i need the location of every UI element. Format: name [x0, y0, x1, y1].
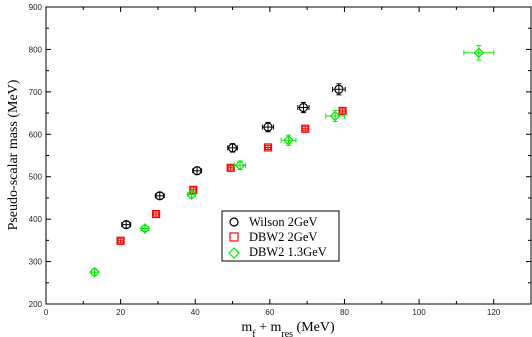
circle-marker: [121, 220, 131, 230]
data-point-wilson-2gev: [297, 101, 310, 114]
legend-label-dbw2-2gev: DBW2 2GeV: [249, 230, 317, 244]
legend-marker-dbw2-2gev: [229, 232, 239, 242]
square-marker: [263, 143, 273, 152]
data-point-dbw2-1-3gev: [186, 189, 197, 200]
data-point-dbw2-2gev: [301, 124, 310, 133]
axis-ticks: 0 20 40 60 80 100 120 200 300 400 500 600 700 800 900: [29, 3, 531, 317]
x-tick-label: 60: [265, 308, 274, 317]
diamond-marker: [186, 189, 197, 200]
data-point-dbw2-1-3gev: [89, 266, 100, 278]
legend-label-wilson-2gev: Wilson 2GeV: [249, 215, 318, 229]
data-point-dbw2-1-3gev: [463, 45, 495, 61]
y-tick-label: 500: [29, 173, 43, 182]
square-marker: [116, 236, 125, 245]
legend-marker-wilson-2gev: [229, 217, 239, 227]
data-point-dbw2-1-3gev: [139, 223, 151, 234]
circle-marker: [192, 166, 202, 176]
circle-marker: [263, 122, 273, 132]
y-tick-label: 800: [29, 45, 43, 54]
x-tick-label: 20: [116, 308, 125, 317]
y-tick-label: 600: [29, 130, 43, 139]
data-point-dbw2-1-3gev: [280, 134, 297, 146]
data-point-wilson-2gev: [261, 121, 275, 133]
diamond-marker: [283, 134, 294, 146]
legend-box: [221, 210, 340, 262]
diamond-marker: [89, 266, 100, 278]
data-point-wilson-2gev: [121, 220, 132, 230]
y-tick-label: 200: [29, 300, 43, 309]
square-marker: [301, 124, 310, 133]
circle-marker: [298, 102, 309, 113]
x-tick-label: 0: [44, 308, 49, 317]
data-point-dbw2-1-3gev: [325, 110, 345, 123]
x-tick-label: 40: [191, 308, 200, 317]
data-point-dbw2-1-3gev: [233, 159, 247, 171]
data-marks: [89, 45, 495, 278]
data-point-dbw2-2gev: [151, 209, 161, 219]
data-point-wilson-2gev: [192, 166, 203, 176]
data-point-wilson-2gev: [332, 83, 346, 96]
legend-label-dbw2-1-3gev: DBW2 1.3GeV: [249, 245, 327, 259]
data-point-dbw2-2gev: [116, 236, 125, 245]
x-tick-label: 80: [340, 308, 349, 317]
diamond-marker: [473, 47, 485, 59]
y-tick-label: 700: [29, 88, 43, 97]
y-tick-label: 400: [29, 215, 43, 224]
x-tick-label: 100: [412, 308, 426, 317]
y-tick-label: 900: [29, 3, 43, 12]
y-axis-label: Pseudo-scalar mass (MeV): [6, 79, 21, 230]
data-point-dbw2-2gev: [338, 106, 347, 116]
square-marker: [338, 106, 347, 116]
square-marker: [151, 209, 161, 219]
diamond-marker: [329, 110, 341, 122]
data-point-wilson-2gev: [227, 143, 238, 153]
square-marker: [189, 185, 198, 194]
circle-marker: [155, 191, 165, 201]
diamond-marker: [139, 223, 151, 234]
square-marker: [226, 163, 235, 172]
legend-marker-dbw2-1-3gev: [228, 247, 240, 259]
x-axis-label: mf + mres (MeV): [241, 320, 335, 337]
data-point-wilson-2gev: [154, 191, 165, 201]
x-tick-label: 120: [487, 308, 501, 317]
data-point-dbw2-2gev: [226, 163, 235, 172]
diamond-marker: [234, 159, 246, 171]
legend: Wilson 2GeV DBW2 2GeV DBW2 1.3GeV: [221, 210, 340, 262]
data-point-dbw2-2gev: [263, 143, 273, 152]
circle-marker: [334, 84, 344, 94]
circle-marker: [227, 143, 238, 153]
y-tick-label: 300: [29, 258, 43, 267]
